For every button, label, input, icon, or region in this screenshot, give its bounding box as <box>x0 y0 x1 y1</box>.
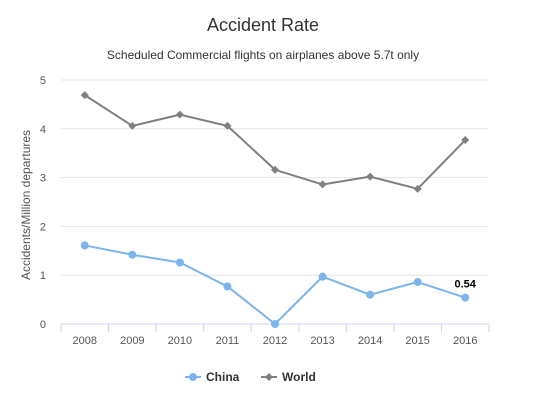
series-line <box>84 244 466 326</box>
data-point[interactable] <box>366 290 375 299</box>
series-world <box>80 91 470 193</box>
data-point[interactable] <box>223 282 232 291</box>
legend-marker <box>189 373 197 381</box>
y-tick-label: 2 <box>40 221 46 233</box>
x-tick-label: 2008 <box>73 335 97 347</box>
data-label: 0.54 <box>455 279 477 291</box>
data-point[interactable] <box>413 184 422 193</box>
data-point[interactable] <box>80 91 89 100</box>
y-tick-label: 1 <box>40 270 46 282</box>
data-point[interactable] <box>223 121 232 130</box>
series-group <box>80 91 470 328</box>
data-point[interactable] <box>461 293 470 302</box>
data-point[interactable] <box>175 110 184 119</box>
y-axis-label: Accidents/Million departures <box>19 130 33 280</box>
legend-marker <box>265 373 273 381</box>
x-tick-label: 2012 <box>263 335 287 347</box>
data-point[interactable] <box>80 241 89 250</box>
legend-item-china[interactable]: China <box>185 370 240 384</box>
legend-label: World <box>282 370 316 384</box>
data-point[interactable] <box>318 272 327 281</box>
x-tick-label: 2011 <box>216 335 240 347</box>
data-point[interactable] <box>366 172 375 181</box>
data-point[interactable] <box>175 258 184 267</box>
data-point[interactable] <box>461 136 470 145</box>
data-point[interactable] <box>271 320 279 328</box>
y-tick-label: 3 <box>40 173 46 185</box>
y-axis-ticks: 0 1 2 3 4 5 <box>40 75 46 331</box>
series-china <box>80 241 470 328</box>
y-tick-label: 4 <box>40 124 46 136</box>
legend-item-world[interactable]: World <box>261 370 316 384</box>
data-point[interactable] <box>128 121 137 130</box>
legend-label: China <box>206 370 240 384</box>
data-point[interactable] <box>318 180 327 189</box>
data-labels: 0.54 <box>455 279 477 291</box>
chart-subtitle: Scheduled Commercial flights on airplane… <box>107 48 419 62</box>
grid-lines <box>61 79 489 276</box>
data-point[interactable] <box>128 250 137 259</box>
data-point[interactable] <box>413 278 422 287</box>
x-tick-label: 2015 <box>405 335 429 347</box>
legend[interactable]: China World <box>185 370 316 384</box>
chart-title: Accident Rate <box>207 15 319 35</box>
x-tick-label: 2009 <box>120 335 144 347</box>
y-tick-label: 0 <box>40 319 46 331</box>
x-tick-label: 2013 <box>310 335 334 347</box>
y-tick-label: 5 <box>40 75 46 87</box>
data-point[interactable] <box>271 165 279 174</box>
series-line <box>84 94 466 190</box>
x-tick-label: 2016 <box>453 335 477 347</box>
x-tick-label: 2010 <box>168 335 192 347</box>
x-tick-label: 2014 <box>358 335 382 347</box>
